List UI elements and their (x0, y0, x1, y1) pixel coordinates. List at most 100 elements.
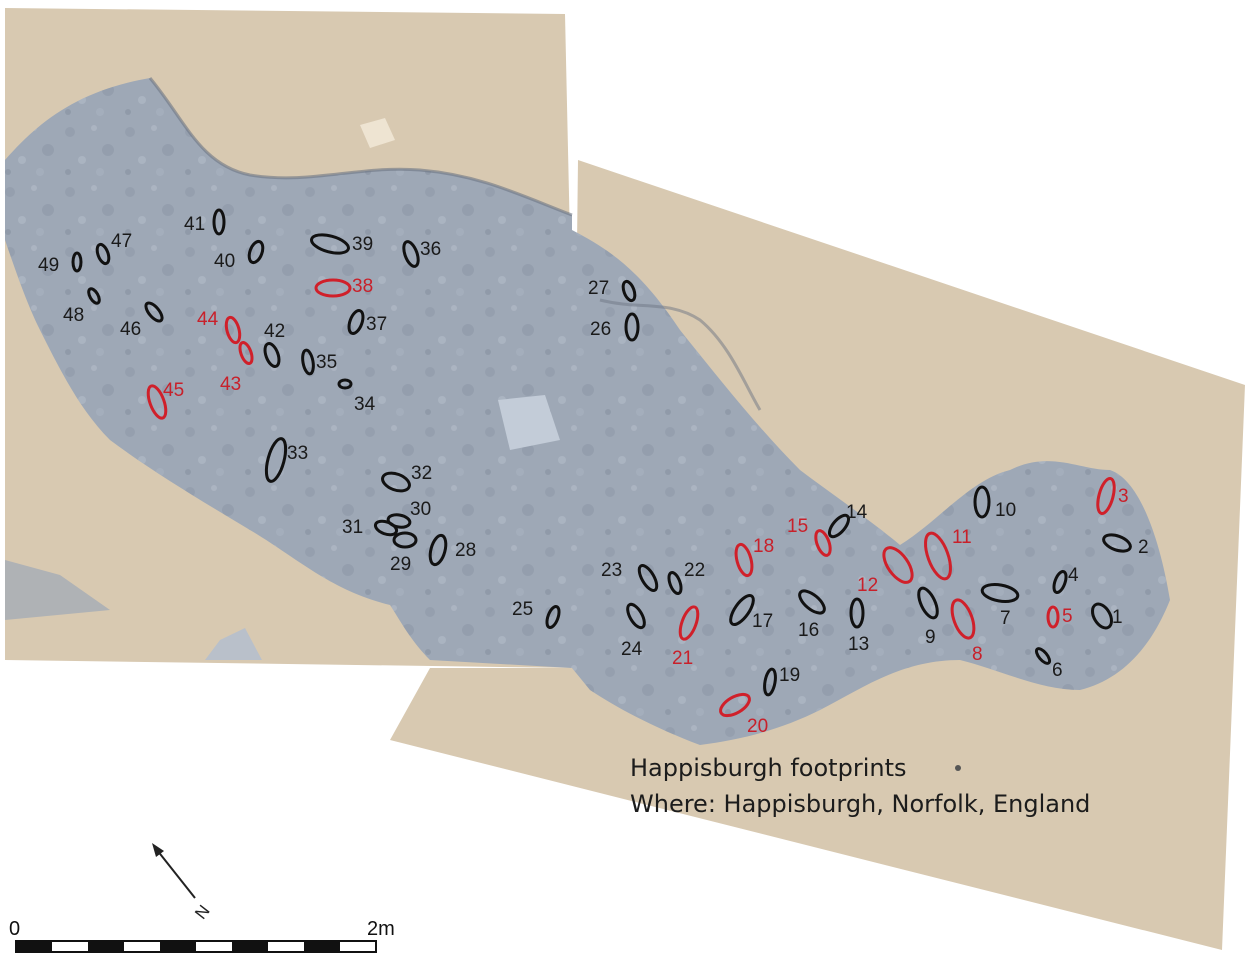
footprint-label: 9 (925, 627, 936, 648)
footprint-36[interactable] (401, 240, 421, 269)
footprint-15[interactable] (813, 529, 833, 558)
footprint-18[interactable] (733, 542, 755, 578)
caption-title: Happisburgh footprints (630, 754, 907, 782)
footprint-14[interactable] (826, 512, 852, 540)
footprint-29[interactable] (392, 531, 418, 549)
footprint-label: 12 (857, 575, 878, 596)
footprint-5[interactable] (1046, 605, 1060, 629)
footprint-26[interactable] (624, 312, 640, 342)
footprint-label: 24 (621, 639, 643, 660)
footprint-label: 14 (846, 502, 868, 523)
footprint-1[interactable] (1089, 601, 1116, 632)
footprint-label: 16 (798, 620, 819, 641)
footprint-9[interactable] (915, 586, 941, 621)
marker-dot (955, 765, 961, 771)
footprint-label: 13 (848, 634, 869, 655)
footprint-label: 8 (972, 644, 983, 665)
footprint-27[interactable] (621, 279, 637, 303)
footprint-label: 19 (779, 665, 800, 686)
north-arrow-label: N (191, 902, 214, 923)
footprint-49[interactable] (71, 251, 83, 273)
footprint-19[interactable] (763, 667, 777, 697)
footprint-12[interactable] (878, 543, 917, 587)
footprint-label: 20 (747, 716, 768, 737)
footprint-2[interactable] (1101, 532, 1132, 555)
footprint-label: 44 (197, 309, 219, 330)
footprint-label: 29 (390, 554, 411, 575)
footprint-41[interactable] (212, 208, 226, 236)
footprint-outlines (71, 208, 1132, 720)
north-arrow: N (152, 843, 214, 923)
footprint-45[interactable] (145, 384, 170, 421)
footprint-34[interactable] (337, 378, 353, 390)
footprint-13[interactable] (849, 597, 865, 629)
footprint-label: 36 (420, 239, 441, 260)
footprint-7[interactable] (980, 582, 1020, 604)
footprint-label: 37 (366, 314, 387, 335)
north-arrow-shaft (156, 849, 196, 899)
footprint-label: 42 (264, 321, 285, 342)
right-photo-panel (390, 160, 1245, 950)
footprint-20[interactable] (717, 690, 753, 720)
scale-bar-segment (232, 941, 268, 952)
footprint-11[interactable] (920, 530, 955, 582)
footprint-label: 1 (1112, 607, 1123, 628)
footprint-48[interactable] (87, 287, 102, 305)
footprint-label: 45 (163, 380, 184, 401)
footprint-3[interactable] (1095, 477, 1118, 515)
footprint-label: 33 (287, 443, 308, 464)
footprint-43[interactable] (238, 341, 255, 365)
scale-bar-start-label: 0 (9, 918, 20, 940)
footprint-label: 21 (672, 648, 693, 669)
footprint-label: 18 (753, 536, 774, 557)
footprint-label: 11 (952, 527, 972, 548)
footprint-16[interactable] (796, 587, 828, 617)
footprint-label: 39 (352, 234, 373, 255)
footprint-42[interactable] (262, 342, 281, 369)
footprint-label: 10 (995, 500, 1016, 521)
footprint-32[interactable] (380, 470, 412, 495)
footprint-23[interactable] (636, 563, 660, 593)
footprint-10[interactable] (973, 485, 991, 519)
footprint-label: 17 (752, 611, 773, 632)
scale-bar-segment (160, 941, 196, 952)
footprint-25[interactable] (545, 605, 562, 629)
footprint-21[interactable] (677, 605, 702, 642)
footprint-label: 47 (111, 231, 132, 252)
footprint-39[interactable] (310, 231, 351, 256)
footprint-40[interactable] (247, 239, 266, 265)
footprint-label: 28 (455, 540, 476, 561)
footprint-47[interactable] (95, 242, 111, 266)
footprint-35[interactable] (301, 348, 315, 376)
footprint-8[interactable] (948, 597, 979, 641)
scale-bar-end-label: 2m (367, 918, 395, 940)
footprint-22[interactable] (667, 571, 684, 595)
footprint-38[interactable] (314, 278, 352, 298)
footprint-17[interactable] (727, 592, 758, 628)
footprint-31[interactable] (373, 519, 399, 538)
footprint-28[interactable] (427, 533, 448, 567)
footprint-24[interactable] (624, 602, 647, 631)
footprint-label: 30 (410, 499, 431, 520)
scale-bar-segment (16, 941, 52, 952)
footprint-4[interactable] (1052, 570, 1069, 594)
left-photo-panel (5, 8, 573, 668)
footprint-46[interactable] (143, 300, 165, 323)
footprint-label: 26 (590, 319, 611, 340)
footprint-label: 5 (1062, 606, 1073, 627)
footprint-33[interactable] (263, 437, 290, 484)
footprint-label: 27 (588, 278, 609, 299)
footprint-label: 31 (342, 517, 363, 538)
footprint-37[interactable] (346, 309, 365, 336)
footprint-6[interactable] (1034, 647, 1052, 666)
footprint-30[interactable] (386, 513, 412, 529)
scale-bar-segments (16, 941, 340, 952)
footprint-label: 48 (63, 305, 84, 326)
north-arrow-head-icon (152, 843, 164, 857)
footprint-44[interactable] (224, 315, 242, 345)
footprint-label: 34 (354, 394, 376, 415)
footprint-label: 22 (684, 560, 705, 581)
footprint-label: 35 (316, 352, 337, 373)
footprint-label: 6 (1052, 660, 1063, 681)
footprint-label: 23 (601, 560, 622, 581)
